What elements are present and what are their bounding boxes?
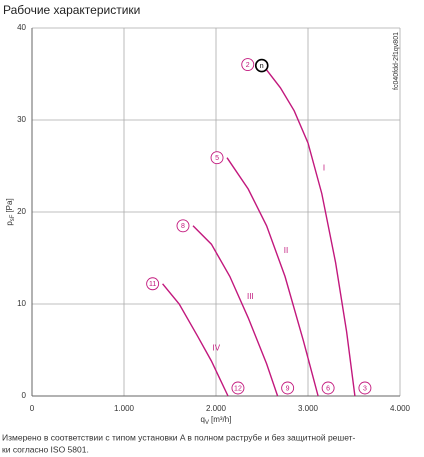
y-axis-label-unit: [Pa] xyxy=(5,198,14,212)
chart-title: Рабочие характеристики xyxy=(3,3,140,17)
curve xyxy=(264,67,356,397)
x-tick-label: 3.000 xyxy=(298,404,319,413)
end-label-circle xyxy=(358,381,372,395)
y-tick-label: 0 xyxy=(22,391,27,400)
y-tick-label: 40 xyxy=(17,23,26,32)
x-tick-label: 1.000 xyxy=(114,404,135,413)
start-label: 5 xyxy=(215,155,219,162)
start-label-circle xyxy=(146,277,160,291)
curve-name: I xyxy=(323,163,325,172)
x-tick-label: 2.000 xyxy=(206,404,227,413)
x-tick-label: 0 xyxy=(30,404,35,413)
curve-name: II xyxy=(284,246,288,255)
x-axis-label: qV [m³/h] xyxy=(201,415,232,425)
start-label-circle xyxy=(241,58,255,72)
start-label: 2 xyxy=(246,62,250,69)
start-label-circle xyxy=(176,219,190,233)
footnote: ки согласно ISO 5801. xyxy=(2,444,89,454)
end-label: 6 xyxy=(326,385,330,392)
end-label-circle xyxy=(321,381,335,395)
y-tick-label: 10 xyxy=(17,299,26,308)
curve-name: III xyxy=(247,292,254,301)
x-tick-label: 4.000 xyxy=(390,404,411,413)
footnote: Измерено в соответствии с типом установк… xyxy=(2,432,356,442)
curve-name: IV xyxy=(213,344,221,353)
end-label: 12 xyxy=(234,385,242,392)
start-label: 8 xyxy=(181,223,185,230)
y-tick-label: 30 xyxy=(17,115,26,124)
end-label-circle xyxy=(281,381,295,395)
y-tick-label: 20 xyxy=(17,207,26,216)
curve xyxy=(226,157,319,397)
y-axis-label-main: p xyxy=(5,221,14,226)
curve xyxy=(192,225,279,397)
start-label-circle xyxy=(210,151,224,165)
end-label: 3 xyxy=(363,385,367,392)
marker-label: n xyxy=(260,63,264,70)
side-note: fc040fdd-2f1qv801 xyxy=(393,32,400,90)
x-axis-label-unit: [m³/h] xyxy=(211,415,231,424)
y-axis-label: psF [Pa] xyxy=(5,198,15,225)
curve xyxy=(162,283,229,397)
start-label: 11 xyxy=(149,281,156,288)
end-label: 9 xyxy=(286,385,290,392)
marker-label-circle xyxy=(254,58,269,73)
x-axis-label-main: q xyxy=(201,415,205,424)
end-label-circle xyxy=(231,381,245,395)
y-axis-label-sub: sF xyxy=(10,214,16,221)
x-axis-label-sub: V xyxy=(205,420,209,426)
